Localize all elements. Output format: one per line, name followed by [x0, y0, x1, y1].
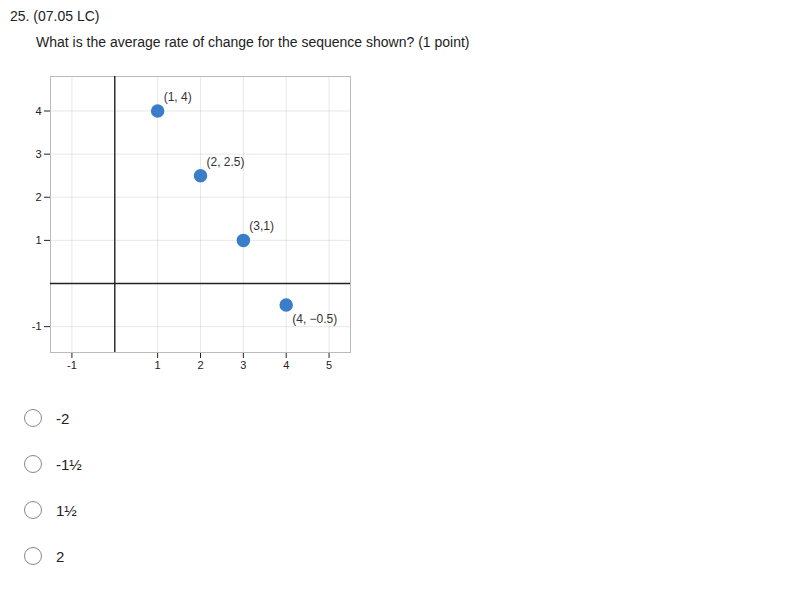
svg-text:4: 4 [283, 359, 289, 371]
html-text:1½: 1½ [56, 501, 77, 519]
svg-text:(3,1): (3,1) [249, 219, 274, 233]
html-text:-2: -2 [56, 409, 70, 427]
svg-text:(4, −0.5): (4, −0.5) [292, 312, 337, 326]
svg-text:-1: -1 [67, 359, 77, 371]
svg-text:2: 2 [197, 359, 203, 371]
svg-text:1: 1 [155, 359, 161, 371]
svg-text:(2, 2.5): (2, 2.5) [207, 155, 245, 169]
html-text:What is the average rate of ch: What is the average rate of change for t… [36, 34, 470, 50]
html-text:2: 2 [56, 547, 65, 565]
svg-text:1: 1 [35, 234, 41, 246]
svg-text:3: 3 [35, 148, 41, 160]
svg-text:5: 5 [326, 359, 332, 371]
svg-text:4: 4 [35, 105, 41, 117]
svg-text:2: 2 [35, 191, 41, 203]
html-text:25. (07.05 LC): 25. (07.05 LC) [10, 8, 100, 24]
html-text:-1½: -1½ [56, 455, 82, 473]
svg-text:-1: -1 [32, 320, 42, 332]
svg-text:3: 3 [240, 359, 246, 371]
svg-text:(1, 4): (1, 4) [164, 90, 192, 104]
